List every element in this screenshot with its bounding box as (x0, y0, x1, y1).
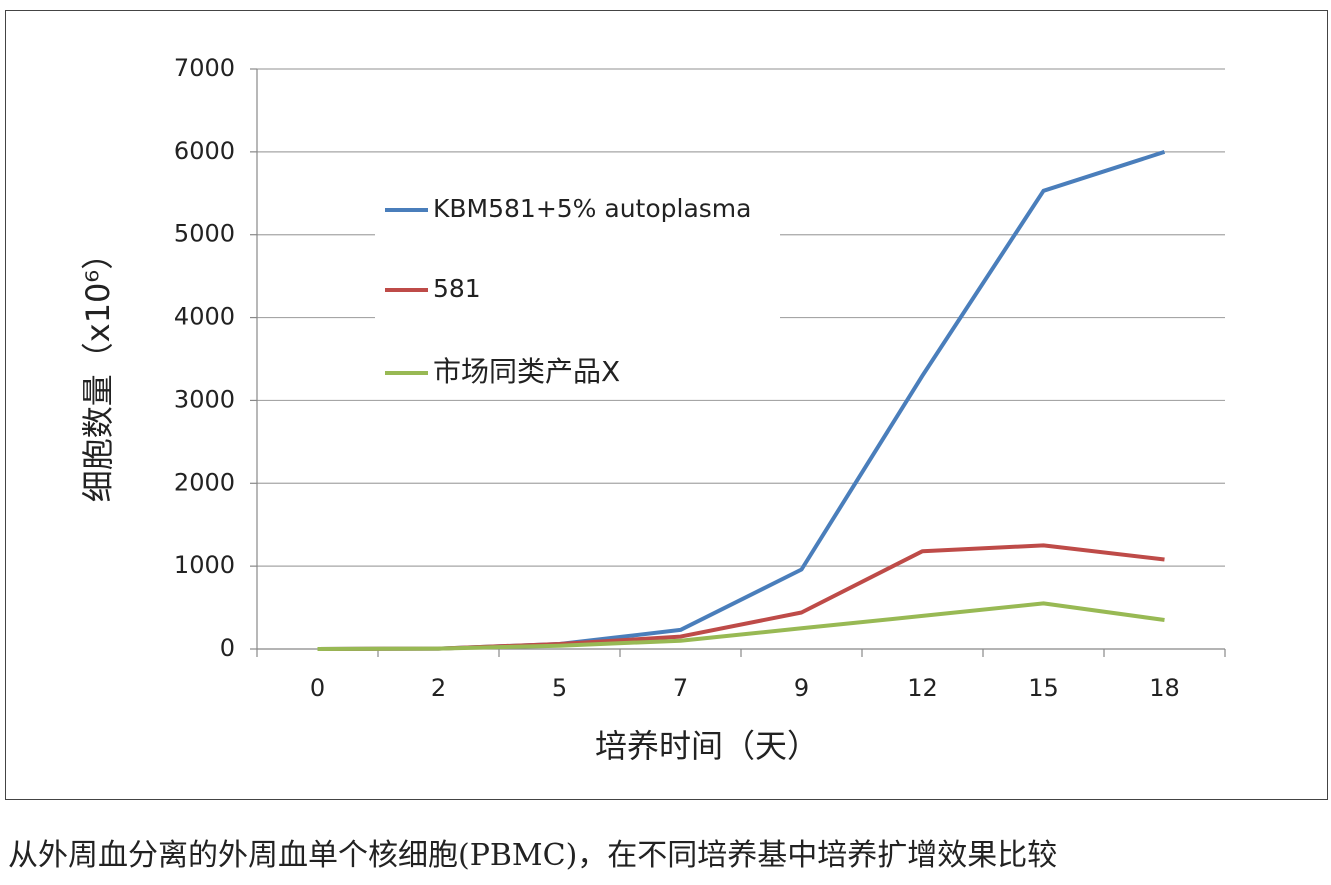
x-tick-label: 12 (907, 674, 938, 702)
y-tick-label: 4000 (174, 303, 235, 331)
x-axis-title: 培养时间（天） (595, 727, 819, 765)
x-tick-label: 15 (1028, 674, 1059, 702)
y-tick-label: 6000 (174, 137, 235, 165)
data-line (317, 601, 1165, 651)
y-tick-label: 0 (220, 634, 235, 662)
y-axis-title: 细胞数量（x10⁶） (79, 238, 117, 503)
y-tick-label: 1000 (174, 551, 235, 579)
y-tick-label: 7000 (174, 54, 235, 82)
y-tick-label: 2000 (174, 468, 235, 496)
legend-background (375, 185, 780, 395)
chart-frame (5, 10, 1328, 800)
legend-label: 581 (433, 274, 481, 303)
legend-label: 市场同类产品X (433, 355, 620, 388)
y-tick-label: 5000 (174, 220, 235, 248)
chart: 0 1000 2000 3000 4000 5000 6000 7000 0 2 5 7 9 12 15 18… (5, 10, 1328, 800)
x-tick-label: 7 (673, 674, 688, 702)
x-tick-label: 9 (794, 674, 809, 702)
x-tick-label: 5 (552, 674, 567, 702)
x-tick-label: 18 (1149, 674, 1180, 702)
caption: 从外周血分离的外周血单个核细胞(PBMC)，在不同培养基中培养扩增效果比较 (8, 838, 1058, 873)
x-tick-label: 0 (310, 674, 325, 702)
x-tick-label: 2 (431, 674, 446, 702)
y-tick-label: 3000 (174, 385, 235, 413)
legend-label: KBM581+5% autoplasma (433, 194, 751, 223)
